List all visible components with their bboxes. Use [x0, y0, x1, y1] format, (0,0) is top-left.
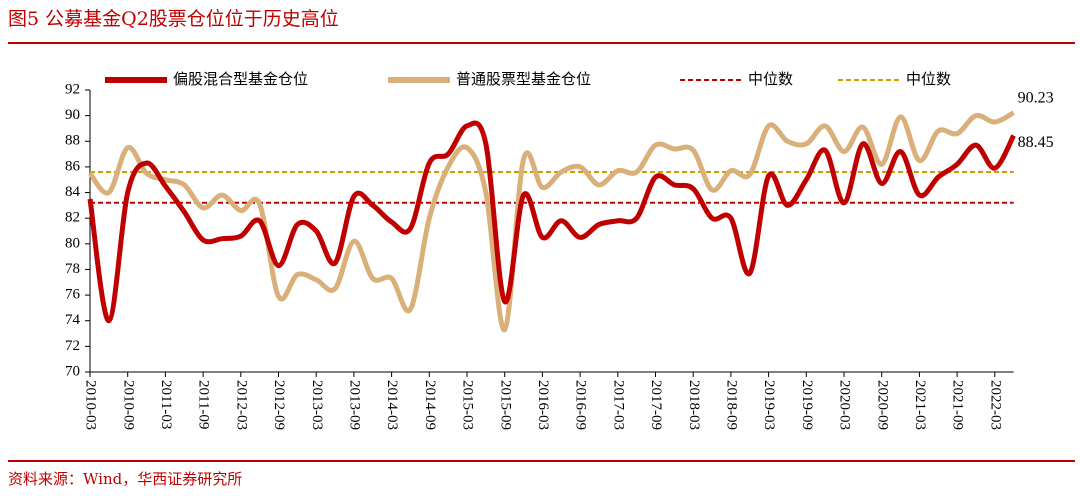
x-tick-label: 2012-03 [233, 380, 249, 430]
legend-label: 偏股混合型基金仓位 [173, 70, 308, 88]
y-tick-label: 86 [65, 158, 81, 174]
x-tick-label: 2011-03 [158, 380, 174, 429]
y-tick-label: 76 [65, 287, 81, 303]
x-tick-label: 2014-09 [422, 380, 438, 430]
y-tick-label: 84 [65, 184, 81, 200]
x-tick-label: 2020-09 [874, 380, 890, 430]
y-tick-label: 72 [65, 338, 80, 354]
x-tick-label: 2010-03 [83, 380, 99, 430]
x-tick-label: 2016-03 [535, 380, 551, 430]
x-tick-label: 2010-09 [120, 380, 136, 430]
x-tick-label: 2020-03 [837, 380, 853, 430]
y-tick-label: 74 [65, 312, 81, 328]
x-tick-label: 2016-09 [573, 380, 589, 430]
source: 资料来源：Wind，华西证券研究所 [8, 470, 242, 488]
x-tick-label: 2019-09 [799, 380, 815, 430]
y-tick-label: 78 [65, 261, 80, 277]
x-tick-label: 2022-03 [987, 380, 1003, 430]
legend-label: 普通股票型基金仓位 [456, 70, 591, 88]
x-tick-label: 2011-09 [196, 380, 212, 429]
y-tick-label: 88 [65, 133, 80, 149]
legend-label: 中位数 [906, 70, 951, 88]
x-tick-label: 2014-03 [384, 380, 400, 430]
series-line [87, 120, 1016, 324]
y-tick-label: 90 [65, 107, 80, 123]
x-tick-label: 2013-03 [309, 380, 325, 430]
y-tick-label: 80 [65, 235, 80, 251]
x-tick-label: 2021-09 [950, 380, 966, 430]
x-tick-label: 2015-09 [497, 380, 513, 430]
legend-label: 中位数 [748, 70, 793, 88]
end-label: 90.23 [1018, 89, 1054, 106]
x-tick-label: 2013-09 [346, 380, 362, 430]
x-tick-label: 2018-09 [723, 380, 739, 430]
x-tick-label: 2018-03 [686, 380, 702, 430]
y-tick-label: 92 [65, 81, 80, 97]
x-tick-label: 2017-03 [610, 380, 626, 430]
x-tick-label: 2021-03 [912, 380, 928, 430]
y-tick-label: 82 [65, 210, 80, 226]
x-tick-label: 2017-09 [648, 380, 664, 430]
x-tick-label: 2015-03 [460, 380, 476, 430]
y-tick-label: 70 [65, 363, 80, 379]
series-line [88, 110, 1015, 333]
x-tick-label: 2019-03 [761, 380, 777, 430]
x-tick-label: 2012-09 [271, 380, 287, 430]
chart-title: 图5 公募基金Q2股票仓位位于历史高位 [8, 8, 339, 30]
end-label: 88.45 [1018, 134, 1054, 151]
